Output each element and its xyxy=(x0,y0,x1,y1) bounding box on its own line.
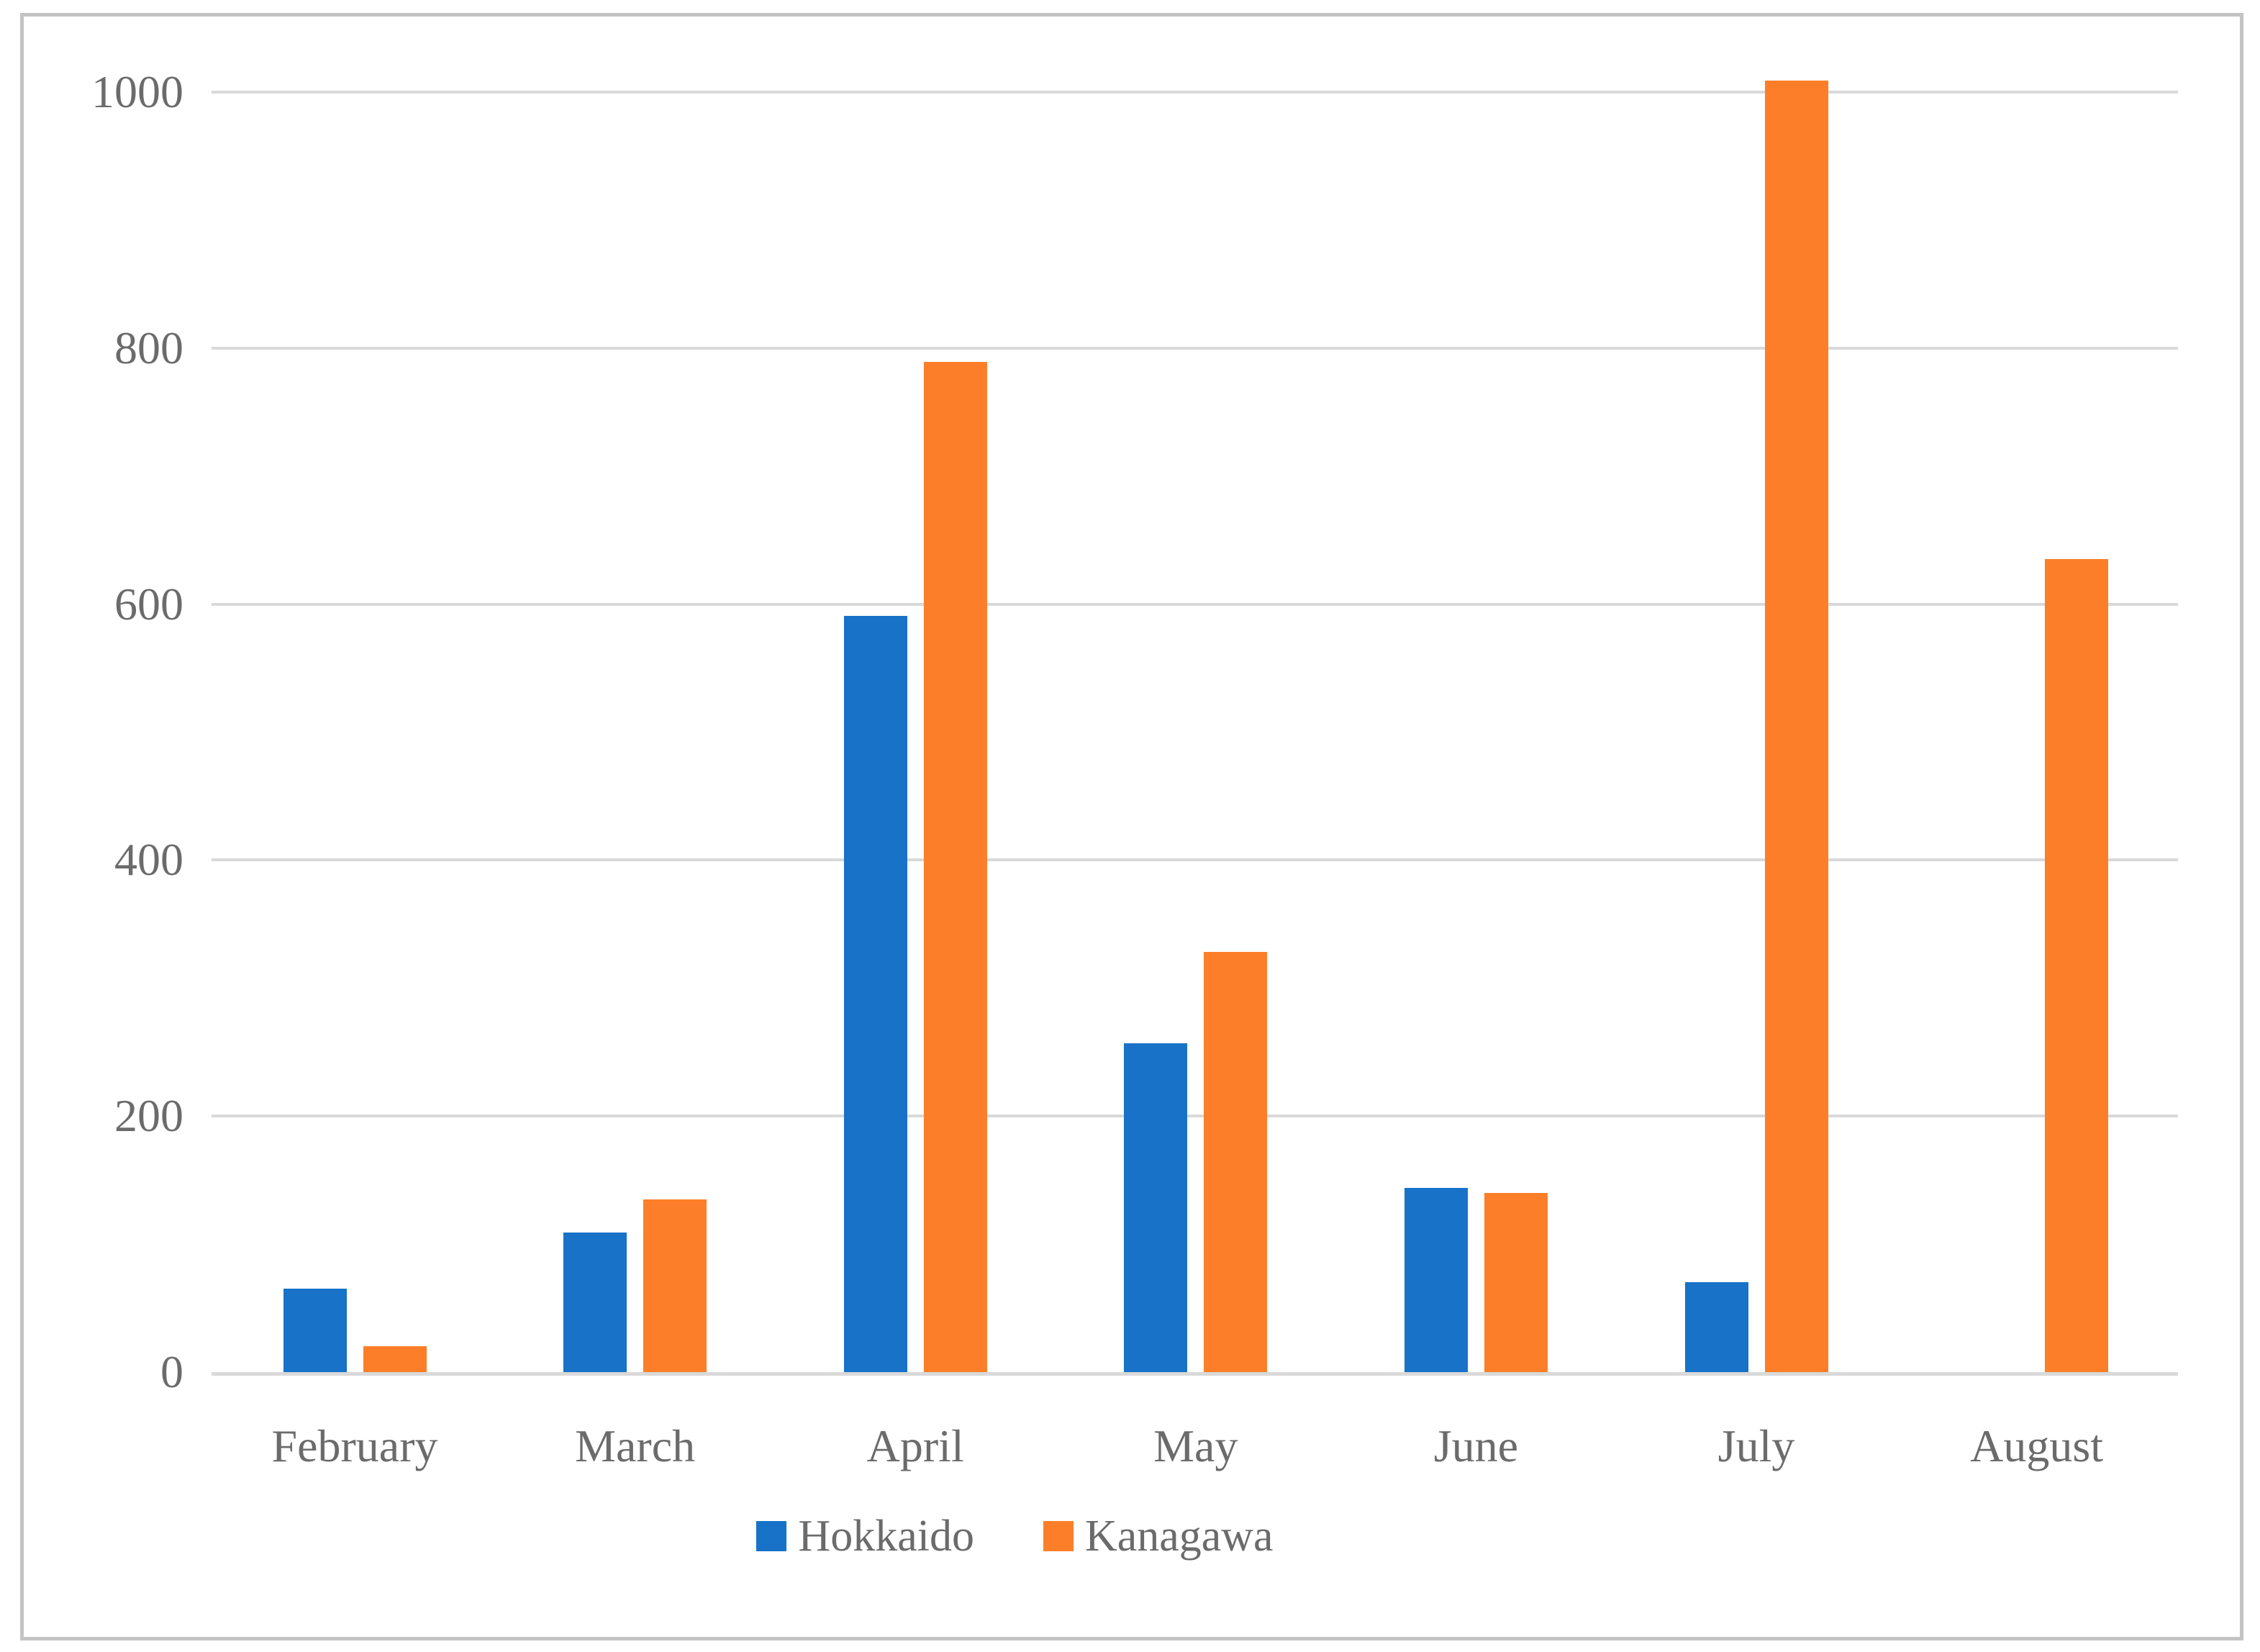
x-axis-label-may: May xyxy=(1153,1420,1238,1471)
bar-hokkaido-february xyxy=(283,1289,347,1372)
legend-item-kanagawa: Kanagawa xyxy=(1043,1514,1274,1558)
chart-frame xyxy=(20,13,2243,1640)
chart-legend: Hokkaido Kanagawa xyxy=(0,1514,2145,1558)
x-axis-label-march: March xyxy=(575,1420,696,1471)
y-tick-label-400: 400 xyxy=(114,834,183,886)
bar-kanagawa-august xyxy=(2045,559,2109,1372)
y-tick-label-200: 200 xyxy=(114,1090,183,1142)
bar-hokkaido-july xyxy=(1684,1282,1748,1372)
y-axis-tick-400 xyxy=(212,858,239,862)
legend-swatch-hokkaido xyxy=(756,1521,787,1551)
y-tick-label-0: 0 xyxy=(160,1346,183,1397)
gridline-1000 xyxy=(237,91,2178,94)
bar-hokkaido-may xyxy=(1124,1043,1188,1372)
gridline-600 xyxy=(237,602,2178,606)
gridline-800 xyxy=(237,346,2178,350)
y-axis-tick-200 xyxy=(212,1115,239,1118)
bar-hokkaido-april xyxy=(843,615,907,1372)
gridline-400 xyxy=(237,858,2178,862)
bar-kanagawa-may xyxy=(1204,952,1268,1372)
legend-swatch-kanagawa xyxy=(1043,1521,1074,1551)
x-axis-label-august: August xyxy=(1970,1420,2104,1471)
y-tick-label-800: 800 xyxy=(114,322,183,373)
bar-hokkaido-march xyxy=(563,1233,627,1372)
y-axis-tick-600 xyxy=(212,602,239,606)
legend-item-hokkaido: Hokkaido xyxy=(756,1514,974,1558)
legend-label-kanagawa: Kanagawa xyxy=(1084,1512,1274,1561)
y-axis-tick-800 xyxy=(212,346,239,350)
bar-kanagawa-march xyxy=(643,1199,707,1372)
bar-kanagawa-june xyxy=(1484,1192,1548,1372)
x-axis-line xyxy=(212,1372,2178,1376)
x-axis-label-july: July xyxy=(1717,1420,1795,1471)
bar-kanagawa-july xyxy=(1764,80,1828,1372)
legend-label-hokkaido: Hokkaido xyxy=(798,1512,974,1561)
x-axis-label-june: June xyxy=(1433,1420,1519,1471)
bar-kanagawa-february xyxy=(363,1346,427,1372)
x-axis-label-february: February xyxy=(271,1420,438,1471)
x-axis-label-april: April xyxy=(866,1420,964,1471)
y-tick-label-600: 600 xyxy=(114,578,183,630)
bar-hokkaido-june xyxy=(1404,1187,1468,1372)
y-tick-label-1000: 1000 xyxy=(91,66,183,117)
y-axis-tick-1000 xyxy=(212,91,239,94)
bar-kanagawa-april xyxy=(923,362,987,1372)
